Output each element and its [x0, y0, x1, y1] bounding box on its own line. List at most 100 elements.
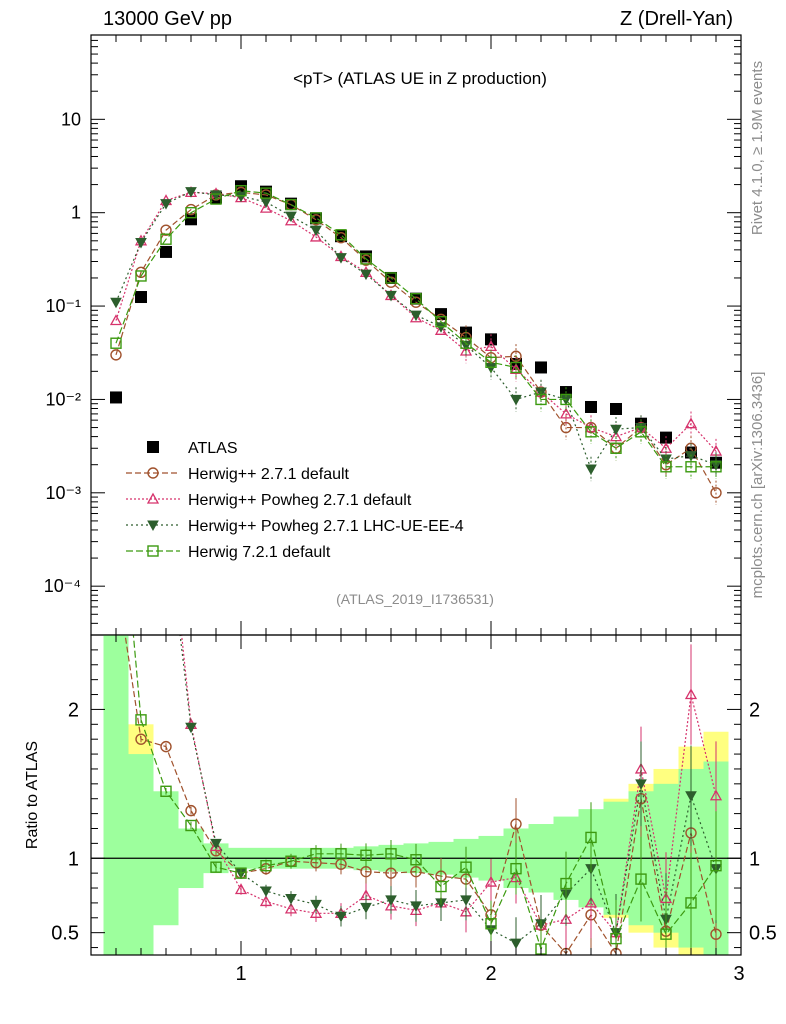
herwig721-ratio-point [435, 880, 447, 893]
herwig721-ratio-point [710, 859, 722, 872]
herwig721-point [110, 337, 122, 349]
powheg_ee4-point [510, 394, 522, 406]
series-herwig721 [110, 185, 722, 479]
powheg_ee4-ratio-point [460, 895, 472, 906]
powheg_ee4-point [360, 269, 372, 281]
ratio-y-tick-label: 2 [68, 699, 79, 721]
herwig271-ratio-point [385, 867, 397, 879]
herwig721-line [115, 190, 716, 468]
powheg_ee4-point [285, 211, 297, 223]
powheg_ee4-ratio-point [410, 901, 422, 912]
powheg_ee4-point [185, 187, 197, 198]
herwig721-point [210, 193, 222, 205]
herwig721-ratio-point [610, 932, 622, 945]
herwig271-ratio-point [160, 740, 172, 753]
herwig721-point [360, 253, 372, 265]
ratio-ylabel: Ratio to ATLAS [24, 741, 41, 849]
chart-title: <pT> (ATLAS UE in Z production) [293, 69, 547, 88]
y-tick-label: 10⁻² [45, 389, 81, 409]
powheg_ee4-point [260, 197, 272, 209]
herwig721-point [585, 426, 597, 438]
herwig721-ratio-point [360, 849, 372, 861]
herwig721-ratio-point [660, 928, 672, 940]
powheg-ratio-point [584, 896, 598, 908]
herwig721-ratio-point [260, 859, 272, 872]
powheg_ee4-point [160, 199, 172, 210]
powheg-ratio-point [234, 883, 248, 895]
powheg-point [509, 363, 523, 374]
powheg-ratio-point [259, 895, 273, 907]
y-tick-label: 1 [71, 203, 81, 223]
powheg-ratio-point [484, 875, 498, 887]
herwig721-point [710, 461, 722, 473]
herwig721-ratio-point [585, 831, 597, 844]
powheg_ee4-ratio-point [335, 911, 347, 923]
powheg-point [259, 201, 273, 213]
herwig721-point [335, 229, 347, 241]
header-right: Z (Drell-Yan) [620, 8, 733, 30]
herwig721-point [185, 206, 197, 219]
uncertainty-band-inner [103, 635, 129, 955]
herwig721-ratio-point [685, 897, 697, 909]
rivet-version: Rivet 4.1.0, ≥ 1.9M events [749, 61, 766, 235]
y-tick-label: 10⁻¹ [45, 296, 81, 316]
powheg_ee4-point [585, 464, 597, 476]
herwig721-point [610, 442, 622, 454]
herwig721-point [285, 198, 297, 211]
ratio-y-tick-label-right: 0.5 [749, 923, 777, 945]
powheg-point [559, 407, 573, 419]
herwig721-point [260, 187, 272, 199]
herwig721-point [460, 337, 472, 349]
powheg_ee4-ratio-point [385, 895, 397, 906]
herwig721-ratio-point [111, 437, 121, 447]
herwig271-ratio-point [135, 733, 147, 745]
powheg_ee4-point [610, 424, 622, 436]
herwig721-point [410, 292, 422, 305]
powheg_ee4-point [385, 290, 397, 302]
series-powheg [109, 186, 723, 464]
header-left: 13000 GeV pp [103, 8, 232, 30]
atlas-point [535, 361, 547, 374]
x-tick-label: 2 [485, 963, 496, 985]
herwig721-point [310, 212, 322, 224]
herwig721-ratio-point [410, 854, 422, 866]
powheg-ratio-point [136, 407, 146, 416]
herwig721-point [685, 461, 697, 473]
herwig721-ratio-point [235, 867, 247, 879]
powheg-point [284, 214, 298, 226]
y-tick-label: 10⁻³ [45, 483, 81, 503]
herwig721-point [485, 356, 497, 368]
powheg-ratio-point [309, 906, 323, 918]
legend-marker-atlas [147, 441, 159, 453]
legend-label: Herwig++ Powheg 2.7.1 default [188, 492, 412, 509]
herwig721-ratio-point [635, 873, 647, 885]
herwig721-ratio-point [210, 861, 222, 873]
legend-marker-herwig721 [147, 545, 159, 557]
herwig271-point [110, 349, 122, 361]
herwig721-ratio-point [185, 819, 197, 832]
powheg_ee4-point [460, 340, 472, 352]
powheg_ee4-ratio-point [260, 886, 272, 898]
herwig721-point [135, 270, 147, 282]
atlas-point [160, 245, 172, 258]
herwig721-point [535, 393, 547, 406]
powheg_ee4-ratio-point [210, 838, 222, 850]
series-atlas [110, 180, 722, 469]
powheg_ee4-point [335, 253, 347, 264]
herwig721-ratio-point [560, 877, 572, 890]
powheg-ratio-point [709, 789, 723, 801]
analysis-tag: (ATLAS_2019_I1736531) [336, 591, 494, 607]
x-tick-label: 3 [733, 963, 744, 985]
powheg_ee4-point [110, 297, 122, 309]
powheg-point [309, 230, 323, 242]
powheg-point [109, 314, 123, 326]
powheg_ee4-point [310, 225, 322, 237]
legend-marker-herwig271 [147, 467, 159, 479]
legend-marker-powheg_ee4 [147, 520, 159, 532]
uncertainty-band-inner [128, 754, 154, 955]
powheg_ee4-line [115, 191, 717, 471]
ratio-y-tick-label: 1 [68, 848, 79, 870]
ratio-y-tick-label-right: 2 [749, 699, 760, 721]
mcplots-ref: mcplots.cern.ch [arXiv:1306.3436] [749, 372, 766, 599]
powheg_ee4-ratio-point [136, 438, 146, 447]
